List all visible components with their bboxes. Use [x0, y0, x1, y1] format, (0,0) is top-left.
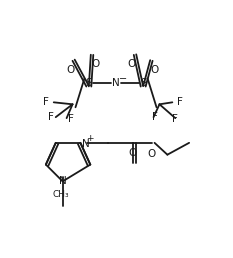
Text: F: F: [43, 97, 49, 107]
Text: F: F: [172, 114, 178, 124]
Text: O: O: [147, 149, 156, 159]
Text: CH₃: CH₃: [52, 190, 69, 199]
Text: +: +: [87, 134, 94, 143]
Text: S: S: [85, 78, 92, 87]
Text: O: O: [128, 59, 136, 69]
Text: F: F: [68, 114, 73, 124]
Text: −: −: [119, 74, 127, 84]
Text: F: F: [152, 112, 158, 122]
Text: O: O: [151, 65, 159, 75]
Text: N: N: [59, 176, 67, 186]
Text: N: N: [82, 139, 90, 149]
Text: S: S: [140, 78, 147, 87]
Text: F: F: [48, 112, 54, 122]
Text: F: F: [177, 97, 183, 107]
Text: N: N: [112, 78, 120, 87]
Text: O: O: [66, 65, 75, 75]
Text: O: O: [129, 148, 137, 158]
Text: O: O: [91, 59, 99, 69]
